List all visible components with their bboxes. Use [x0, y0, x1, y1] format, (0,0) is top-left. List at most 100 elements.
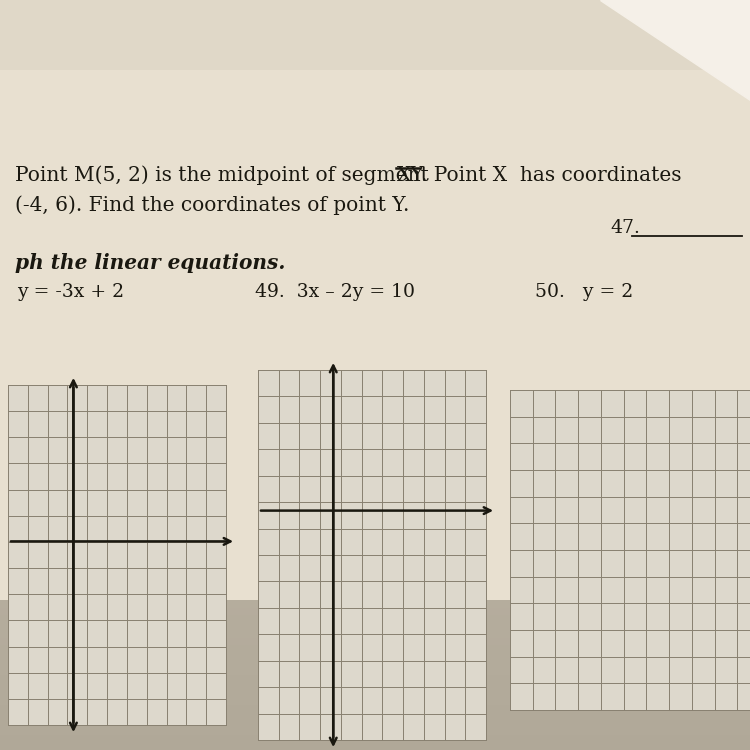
Bar: [0, 150, 750, 158]
Bar: [0, 540, 750, 548]
Bar: [0, 735, 750, 742]
Bar: [0, 278, 750, 285]
Text: 50.   y = 2: 50. y = 2: [535, 283, 633, 301]
Bar: [0, 202, 750, 210]
Bar: [258, 370, 486, 740]
Bar: [0, 82, 750, 90]
Text: 49.  3x – 2y = 10: 49. 3x – 2y = 10: [255, 283, 415, 301]
Bar: [0, 442, 750, 450]
Bar: [0, 60, 750, 68]
Text: y = -3x + 2: y = -3x + 2: [17, 283, 125, 301]
Bar: [0, 578, 750, 585]
Bar: [0, 0, 750, 600]
Bar: [0, 518, 750, 525]
Bar: [0, 675, 750, 682]
Bar: [0, 398, 750, 405]
Bar: [0, 638, 750, 645]
Bar: [0, 495, 750, 502]
Bar: [0, 45, 750, 53]
Bar: [0, 338, 750, 345]
Bar: [0, 308, 750, 315]
Bar: [0, 390, 750, 398]
Bar: [0, 488, 750, 495]
Bar: [0, 548, 750, 555]
Bar: [0, 728, 750, 735]
Bar: [0, 720, 750, 728]
Text: ph the linear equations.: ph the linear equations.: [15, 253, 285, 273]
Bar: [0, 698, 750, 705]
Text: Point M(5, 2) is the midpoint of segment: Point M(5, 2) is the midpoint of segment: [15, 165, 435, 185]
Bar: [0, 90, 750, 98]
Bar: [0, 210, 750, 218]
Bar: [0, 742, 750, 750]
Bar: [0, 368, 750, 375]
Bar: [0, 510, 750, 518]
Bar: [0, 105, 750, 112]
Bar: [0, 652, 750, 660]
Bar: [0, 413, 750, 420]
Bar: [0, 592, 750, 600]
Bar: [0, 360, 750, 368]
Bar: [0, 285, 750, 292]
Polygon shape: [600, 0, 750, 100]
Bar: [0, 562, 750, 570]
Bar: [0, 555, 750, 562]
Bar: [0, 270, 750, 278]
Bar: [0, 330, 750, 338]
Bar: [0, 232, 750, 240]
Bar: [0, 8, 750, 15]
Bar: [0, 240, 750, 248]
Bar: [0, 427, 750, 435]
Bar: [0, 690, 750, 698]
Bar: [0, 98, 750, 105]
Bar: [0, 188, 750, 195]
Bar: [0, 532, 750, 540]
Bar: [0, 255, 750, 262]
Bar: [0, 22, 750, 30]
Bar: [0, 630, 750, 638]
Bar: [0, 112, 750, 120]
Bar: [0, 615, 750, 622]
Bar: [0, 608, 750, 615]
Bar: [0, 142, 750, 150]
Bar: [0, 622, 750, 630]
Bar: [0, 682, 750, 690]
Bar: [0, 382, 750, 390]
Bar: [0, 225, 750, 232]
Bar: [0, 450, 750, 458]
Bar: [0, 645, 750, 652]
Bar: [0, 458, 750, 465]
Bar: [0, 705, 750, 712]
Bar: [0, 195, 750, 202]
Bar: [0, 158, 750, 165]
Bar: [0, 712, 750, 720]
Bar: [0, 322, 750, 330]
Text: (-4, 6). Find the coordinates of point Y.: (-4, 6). Find the coordinates of point Y…: [15, 195, 410, 215]
Text: XY: XY: [397, 166, 424, 185]
Bar: [0, 180, 750, 188]
Bar: [0, 525, 750, 532]
Bar: [0, 660, 750, 668]
Bar: [0, 165, 750, 172]
Bar: [0, 585, 750, 592]
Bar: [0, 503, 750, 510]
Bar: [0, 248, 750, 255]
Bar: [0, 128, 750, 135]
Bar: [0, 472, 750, 480]
Bar: [0, 570, 750, 578]
Bar: [0, 217, 750, 225]
Bar: [510, 390, 750, 710]
Bar: [0, 405, 750, 412]
Bar: [0, 15, 750, 22]
Text: . Point X  has coordinates: . Point X has coordinates: [421, 166, 682, 185]
Bar: [0, 668, 750, 675]
Bar: [0, 68, 750, 75]
Bar: [0, 75, 750, 82]
Bar: [0, 292, 750, 300]
Bar: [0, 0, 750, 8]
Bar: [0, 435, 750, 442]
Bar: [0, 0, 750, 70]
Bar: [0, 38, 750, 45]
Bar: [0, 480, 750, 488]
Bar: [0, 315, 750, 322]
